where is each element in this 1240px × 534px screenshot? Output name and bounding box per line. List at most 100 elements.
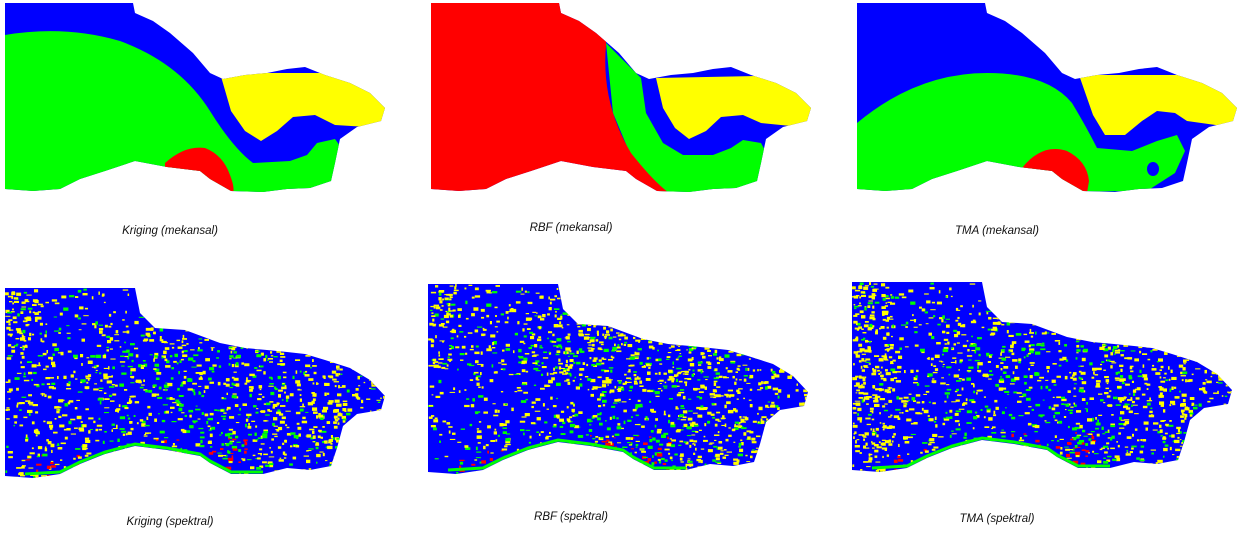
speckle <box>1231 438 1232 442</box>
speckle <box>893 433 896 436</box>
speckle <box>13 424 15 427</box>
speckle <box>368 364 372 368</box>
speckle <box>689 363 695 367</box>
speckle <box>332 323 337 326</box>
speckle <box>338 472 341 474</box>
speckle <box>558 358 561 362</box>
speckle <box>60 459 63 461</box>
speckle <box>804 382 808 386</box>
speckle <box>348 304 352 307</box>
speckle <box>108 375 113 378</box>
speckle <box>623 420 626 425</box>
speckle <box>688 463 694 467</box>
speckle <box>1100 399 1104 402</box>
speckle <box>373 304 378 307</box>
speckle <box>1169 404 1172 407</box>
speckle <box>15 338 20 340</box>
speckle <box>328 442 332 444</box>
speckle <box>1105 379 1110 383</box>
speckle <box>884 297 890 300</box>
speckle <box>603 358 607 360</box>
speckle <box>1109 360 1115 362</box>
speckle <box>235 383 240 387</box>
speckle <box>1203 339 1208 341</box>
speckle <box>877 369 880 372</box>
speckle <box>1124 291 1127 295</box>
speckle <box>1079 424 1083 429</box>
speckle <box>855 450 860 453</box>
speckle <box>719 452 724 455</box>
speckle <box>308 303 314 305</box>
speckle <box>590 465 592 470</box>
speckle <box>566 291 570 293</box>
speckle <box>523 335 527 338</box>
speckle <box>604 288 608 291</box>
speckle <box>1195 348 1199 350</box>
speckle <box>322 426 325 428</box>
speckle <box>731 325 734 328</box>
speckle <box>572 414 576 417</box>
speckle <box>231 395 237 399</box>
speckle <box>621 312 625 315</box>
speckle <box>553 449 555 452</box>
speckle <box>522 328 525 332</box>
speckle <box>765 296 771 300</box>
speckle <box>284 303 289 305</box>
speckle <box>719 316 724 318</box>
speckle <box>548 296 550 300</box>
speckle <box>865 339 869 343</box>
speckle <box>312 315 315 317</box>
speckle <box>709 393 715 396</box>
speckle <box>956 331 961 335</box>
speckle <box>586 296 589 299</box>
speckle <box>25 318 32 321</box>
speckle <box>82 424 87 428</box>
speckle <box>202 465 208 469</box>
speckle <box>533 354 539 356</box>
speckle <box>239 408 241 411</box>
speckle <box>343 450 348 453</box>
speckle <box>98 291 100 295</box>
speckle <box>1139 339 1143 343</box>
speckle <box>435 395 441 398</box>
speckle <box>170 406 175 409</box>
speckle <box>597 376 602 379</box>
speckle <box>13 297 19 300</box>
speckle <box>494 409 498 413</box>
speckle <box>634 306 637 310</box>
speckle <box>331 319 334 322</box>
speckle <box>96 364 99 367</box>
speckle <box>139 419 144 422</box>
speckle <box>987 435 992 439</box>
speckle <box>722 341 726 346</box>
speckle <box>1146 286 1151 290</box>
speckle <box>1000 362 1004 364</box>
speckle <box>1112 315 1115 318</box>
speckle <box>1038 315 1041 318</box>
speckle <box>349 352 353 355</box>
speckle <box>872 447 875 449</box>
speckle <box>73 457 76 460</box>
speckle <box>587 378 592 381</box>
speckle <box>121 365 125 367</box>
speckle <box>339 474 342 476</box>
speckle <box>330 360 336 363</box>
speckle <box>367 334 371 337</box>
speckle <box>1123 300 1129 304</box>
speckle <box>293 445 296 448</box>
speckle <box>1150 321 1154 324</box>
speckle <box>654 461 657 464</box>
speckle <box>948 373 951 376</box>
speckle <box>933 315 936 318</box>
speckle <box>1063 461 1068 464</box>
speckle <box>381 323 384 326</box>
speckle <box>349 444 354 446</box>
speckle <box>261 343 267 346</box>
speckle <box>1118 339 1121 341</box>
speckle <box>532 362 538 364</box>
speckle <box>103 453 110 457</box>
speckle <box>704 305 710 308</box>
speckle <box>455 346 460 349</box>
speckle <box>1096 433 1100 437</box>
speckle <box>433 419 439 423</box>
